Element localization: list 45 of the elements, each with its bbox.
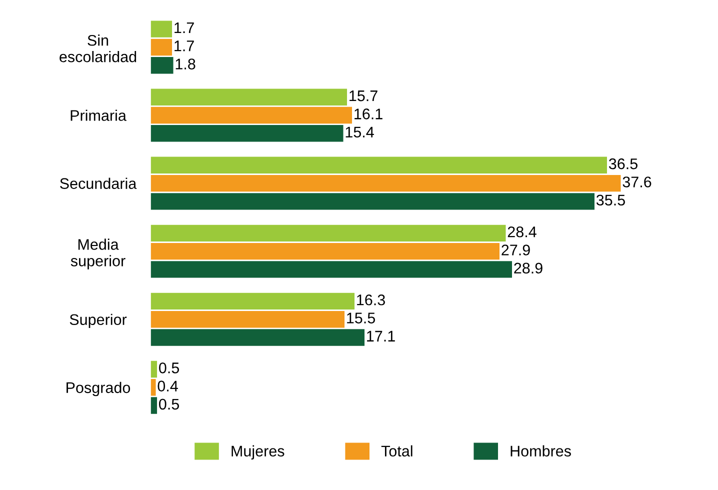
y-tick-label: Superior [70,314,127,328]
bar [150,174,621,192]
y-tick-label: Primaria [70,110,126,121]
bar [150,193,594,210]
data-label: 28.4 [508,226,536,238]
y-tick-label: Secundaria [60,178,137,189]
data-label: 15.4 [346,126,374,138]
bar [150,292,355,310]
bar [150,224,506,242]
bar [150,57,174,74]
data-label: 1.7 [174,40,194,52]
legend-label: Mujeres [232,445,284,460]
bar [150,106,352,124]
data-label: 16.1 [354,108,382,120]
bar [150,125,344,142]
bar [150,88,348,106]
data-label: 16.3 [357,294,385,306]
bar [150,360,158,378]
data-label: 1.7 [174,22,194,34]
data-label: 0.5 [159,362,180,374]
data-label: 15.5 [347,312,375,324]
legend-label: Hombres [510,445,571,457]
data-label: 35.5 [596,194,625,206]
bar [150,311,345,328]
bar [150,20,172,38]
bar [150,242,500,260]
data-label: 1.8 [176,58,196,70]
legend-label: Total [381,445,412,457]
data-label: 15.7 [350,90,378,102]
bar [150,38,172,56]
y-tick-label: Media superior [70,238,126,270]
bar [150,156,607,174]
data-label: 0.5 [159,398,180,410]
bar [150,379,156,396]
y-tick-label: Posgrado [66,382,130,396]
data-label: 28.9 [514,262,542,274]
data-label: 27.9 [502,244,530,256]
data-label: 0.4 [158,380,178,392]
data-label: 37.6 [622,176,652,188]
bar [150,329,365,346]
data-label: 36.5 [608,158,638,170]
y-tick-label: Sin escolaridad [60,34,136,62]
bar [150,397,158,414]
data-label: 17.1 [367,330,395,342]
bar [150,261,512,278]
